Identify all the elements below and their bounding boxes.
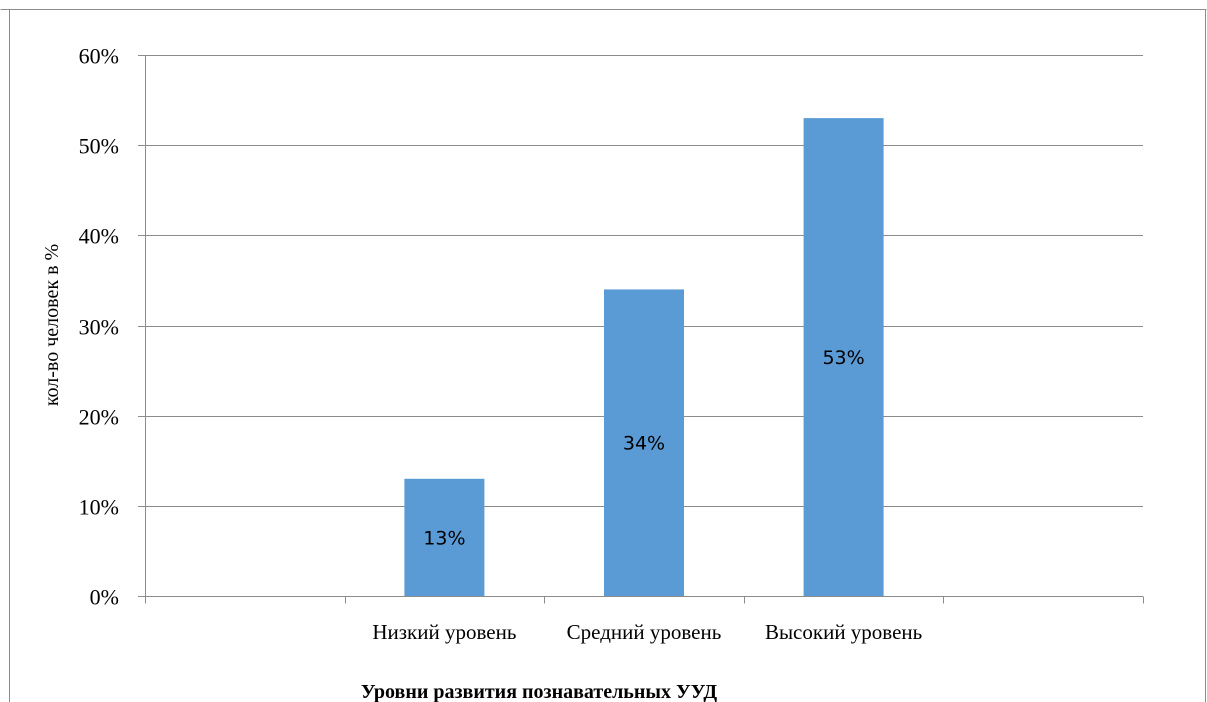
data-labels: 13% 34% 53% [423,347,864,549]
bar [604,289,684,596]
y-axis-ticks: 0% 10% 20% 30% 40% 50% 60% [79,44,146,610]
y-tick-label: 50% [79,134,119,159]
x-tick-label: Низкий уровень [372,620,516,644]
data-label: 53% [822,347,864,369]
y-tick-label: 10% [79,495,119,520]
y-tick-label: 60% [79,44,119,69]
x-tick-label: Высокий уровень [765,620,922,644]
y-axis-title: кол-во человек в % [41,244,63,406]
x-tick-label: Средний уровень [567,620,722,644]
x-axis-labels: Низкий уровень Средний уровень Высокий уро… [372,620,922,644]
bar [404,478,485,596]
y-tick-label: 30% [79,315,119,340]
y-tick-label: 0% [90,585,119,610]
y-tick-label: 20% [79,405,119,430]
data-label: 34% [623,433,665,455]
bar [803,118,884,596]
x-axis [145,596,1144,604]
x-axis-title: Уровни развития познавательных УУД [361,681,718,702]
data-label: 13% [423,527,465,549]
y-tick-label: 40% [79,224,119,249]
bars [404,118,884,596]
